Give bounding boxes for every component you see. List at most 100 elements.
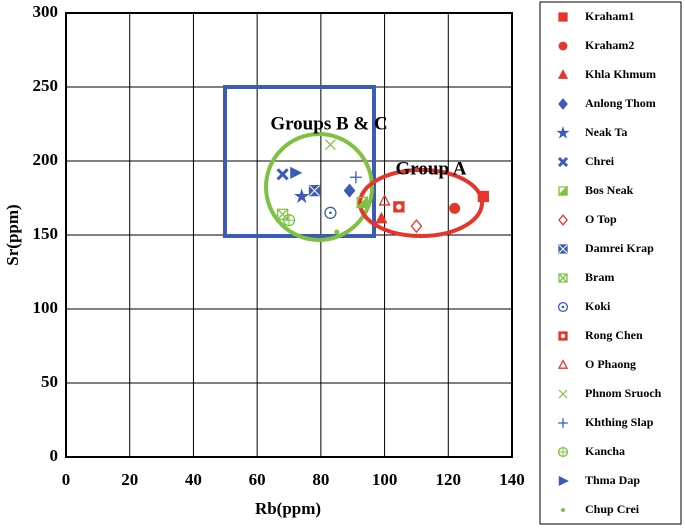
point	[293, 188, 310, 204]
point	[276, 208, 289, 220]
marker-part	[349, 171, 362, 184]
point	[355, 195, 368, 209]
y-tick-label: 0	[50, 446, 59, 465]
marker-part	[558, 41, 568, 51]
x-axis-label: Rb(ppm)	[255, 499, 321, 518]
marker-part	[558, 244, 568, 254]
x-tick-label: 0	[62, 470, 71, 489]
legend-marker	[558, 214, 568, 226]
marker-part	[283, 214, 295, 226]
legend-label: Phnom Sruoch	[585, 386, 662, 400]
legend-label: Damrei Krap	[585, 241, 654, 255]
point	[334, 229, 340, 235]
legend-label: Thma Dap	[585, 473, 640, 487]
y-tick-label: 300	[33, 2, 59, 21]
marker-part	[324, 206, 337, 219]
legend-label: Koki	[585, 299, 611, 313]
marker-part	[557, 185, 568, 196]
marker-part	[276, 168, 289, 181]
marker-part	[558, 418, 568, 428]
marker-part	[557, 301, 569, 313]
legend-marker	[558, 98, 568, 110]
legend-label: Neak Ta	[585, 125, 627, 139]
point	[276, 168, 289, 181]
marker-part	[558, 389, 568, 399]
marker-part	[378, 194, 391, 206]
marker-part	[410, 219, 423, 234]
legend-label: Anlong Thom	[585, 96, 656, 110]
marker-part	[329, 211, 332, 215]
point	[375, 211, 388, 224]
legend-marker	[558, 418, 568, 428]
point	[343, 183, 356, 198]
legend-label: Kraham2	[585, 38, 634, 52]
marker-part	[557, 156, 569, 168]
y-tick-label: 50	[41, 372, 58, 391]
y-tick-label: 100	[33, 298, 59, 317]
legend-label: Khla Khmum	[585, 67, 656, 81]
x-tick-label: 120	[436, 470, 462, 489]
marker-part	[293, 188, 310, 204]
point	[324, 206, 337, 219]
marker-part	[561, 305, 565, 309]
marker-part	[561, 508, 565, 512]
marker-part	[309, 185, 320, 196]
annotation: Groups B & C	[270, 113, 387, 134]
legend-marker	[557, 446, 569, 458]
marker-part	[477, 190, 489, 203]
legend-box	[539, 1, 682, 525]
legend-marker	[557, 359, 569, 369]
marker-part	[276, 208, 289, 220]
y-tick-label: 250	[33, 76, 59, 95]
legend-label: Kraham1	[585, 9, 634, 23]
marker-part	[324, 139, 336, 151]
point	[290, 166, 303, 179]
legend-label: Kancha	[585, 444, 625, 458]
marker-part	[558, 12, 568, 22]
group-a-ellipse	[358, 168, 484, 238]
group-bc-circle	[264, 132, 374, 242]
marker-part	[449, 202, 461, 214]
plot-frame	[65, 12, 513, 458]
legend-marker	[558, 331, 568, 341]
point	[410, 219, 423, 234]
marker-part	[277, 208, 289, 220]
legend-label: O Phaong	[585, 357, 636, 371]
marker-part	[558, 447, 568, 457]
legend-marker	[558, 41, 568, 51]
marker-part	[557, 69, 569, 79]
legend-label: Khthing Slap	[585, 415, 654, 429]
x-tick-label: 100	[372, 470, 398, 489]
marker-part	[558, 214, 568, 226]
legend-marker	[558, 475, 569, 487]
x-tick-label: 20	[121, 470, 138, 489]
marker-part	[558, 475, 569, 487]
point	[324, 139, 336, 151]
legend-marker	[557, 156, 569, 168]
legend-marker	[561, 508, 565, 512]
marker-part	[396, 204, 402, 210]
legend-label: Chrei	[585, 154, 615, 168]
y-axis-label: Sr(ppm)	[3, 204, 22, 265]
y-tick-label: 200	[33, 150, 59, 169]
point	[308, 184, 321, 197]
x-tick-label: 140	[499, 470, 525, 489]
point	[378, 194, 391, 206]
x-tick-label: 40	[185, 470, 202, 489]
marker-part	[558, 98, 568, 110]
legend-label: Rong Chen	[585, 328, 643, 342]
annotation: Group A	[396, 158, 467, 179]
x-tick-label: 80	[312, 470, 329, 489]
x-tick-label: 60	[249, 470, 266, 489]
legend-marker	[558, 273, 568, 283]
marker-part	[343, 183, 356, 198]
point	[477, 190, 489, 203]
marker-part	[556, 126, 570, 139]
legend-label: Chup Crei	[585, 502, 640, 516]
legend-label: Bos Neak	[585, 183, 634, 197]
marker-part	[558, 273, 568, 283]
legend-marker	[557, 301, 569, 313]
marker-part	[334, 229, 340, 235]
marker-part	[355, 195, 368, 209]
